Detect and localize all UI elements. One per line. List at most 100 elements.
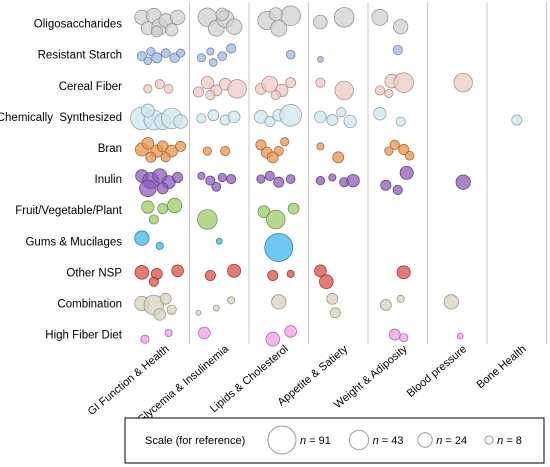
bubble: [205, 175, 216, 186]
bubble: [136, 51, 147, 62]
bubble: [374, 85, 385, 96]
scale-label-var: n: [373, 435, 379, 447]
row-label: Cereal Fiber: [59, 81, 122, 93]
bubble: [264, 116, 276, 127]
bubble: [171, 264, 184, 278]
bubble: [256, 174, 266, 184]
bubble: [212, 304, 220, 312]
bubble: [220, 146, 231, 157]
scale-circle: [484, 435, 494, 445]
row-label: Other NSP: [66, 267, 122, 279]
bubble: [384, 146, 394, 156]
scale-legend-entries: n = 91 n = 43 n = 24 n = 8: [267, 425, 522, 455]
bubble: [334, 80, 354, 101]
bubble: [227, 110, 241, 124]
bubble: [146, 46, 156, 57]
bubble: [384, 88, 394, 99]
bubble: [280, 5, 301, 27]
bubble: [393, 19, 409, 35]
bubble: [205, 90, 216, 101]
row-label: Combination: [57, 298, 122, 310]
bubble: [264, 233, 294, 262]
bubble: [346, 173, 360, 188]
scale-legend-box: [124, 417, 545, 464]
column-label: Blood pressure: [405, 343, 469, 400]
bubble: [196, 53, 206, 63]
bubble: [314, 110, 327, 124]
bubble: [217, 172, 227, 183]
bubble: [329, 307, 341, 319]
bubble: [264, 170, 275, 181]
bubble: [227, 263, 242, 278]
bubble: [202, 146, 212, 156]
row-label: Inulin: [95, 174, 123, 186]
bubble: [160, 48, 171, 58]
scale-label-value: = 8: [503, 435, 522, 447]
bubble: [172, 172, 184, 183]
bubble: [227, 79, 247, 99]
bubble: [284, 325, 297, 338]
bubble: [268, 7, 283, 22]
scale-label-var: n: [300, 435, 306, 447]
bubble: [165, 23, 179, 37]
bubble: [215, 7, 229, 21]
row-labels: Oligosaccharides Resistant Starch Cereal F…: [0, 19, 123, 342]
bubble: [209, 58, 218, 67]
bubble: [404, 150, 415, 161]
bubble: [379, 299, 392, 311]
bubble: [145, 151, 157, 163]
bubble: [217, 51, 228, 62]
scale-label: n = 43: [373, 435, 404, 447]
bubble: [392, 184, 403, 195]
bubble: [316, 142, 325, 151]
scale-circle: [267, 425, 297, 455]
bubble: [453, 72, 473, 93]
scale-label-var: n: [497, 435, 503, 447]
row-label: Fruit/Vegetable/Plant: [15, 205, 123, 217]
bubble: [285, 174, 296, 184]
bubble: [143, 84, 153, 94]
bubble: [393, 72, 414, 93]
bubble: [317, 55, 324, 63]
bubble: [198, 326, 211, 340]
bubble: [443, 294, 459, 310]
bubble: [211, 182, 222, 192]
bubble: [197, 209, 218, 230]
bubble: [157, 203, 169, 215]
bubble: [225, 18, 243, 35]
bubble: [195, 309, 202, 316]
bubble: [204, 269, 216, 281]
bubble: [192, 86, 204, 98]
bubble: [399, 165, 414, 180]
bubble: [206, 47, 215, 56]
row-label: Resistant Starch: [38, 50, 122, 62]
scale-label-value: = 91: [306, 435, 331, 447]
bubble: [163, 84, 174, 94]
bubble: [392, 44, 403, 56]
bubble: [313, 14, 328, 30]
bubble: [134, 265, 150, 280]
bubble: [396, 265, 411, 280]
row-label: Oligosaccharides: [34, 19, 122, 31]
bubble: [170, 9, 186, 25]
bubble: [215, 237, 223, 245]
bubble: [143, 56, 153, 66]
bubble: [280, 137, 290, 147]
bubble: [148, 276, 159, 287]
bubble: [373, 107, 387, 121]
bubble: [326, 292, 339, 305]
row-label: Bran: [98, 143, 122, 155]
bubble: [285, 49, 296, 60]
bubble: [279, 104, 302, 127]
bubble: [226, 174, 237, 185]
bubble: [395, 116, 406, 127]
scale-circle: [417, 432, 433, 448]
bubble: [315, 176, 325, 186]
column-label: Bone Health: [475, 343, 529, 391]
scale-legend-title: Scale (for reference): [145, 435, 245, 447]
bubble: [273, 176, 285, 188]
bubble: [175, 140, 187, 152]
bubble: [399, 333, 409, 343]
bubble: [207, 109, 220, 122]
